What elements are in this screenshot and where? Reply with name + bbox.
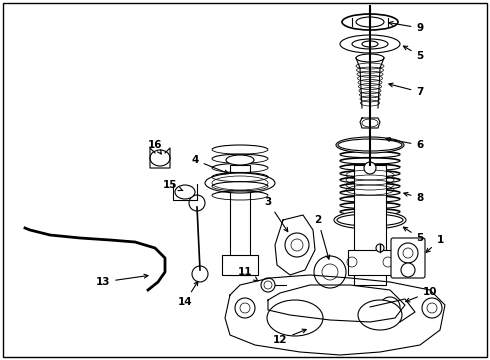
Text: 5: 5 xyxy=(403,46,424,61)
Bar xyxy=(354,165,386,285)
Ellipse shape xyxy=(356,17,384,27)
Ellipse shape xyxy=(150,150,170,166)
Circle shape xyxy=(192,266,208,282)
Ellipse shape xyxy=(340,35,400,53)
Text: 13: 13 xyxy=(96,274,148,287)
Ellipse shape xyxy=(356,54,384,62)
Text: 2: 2 xyxy=(315,215,330,259)
Ellipse shape xyxy=(205,173,275,193)
Ellipse shape xyxy=(267,300,323,336)
Circle shape xyxy=(261,278,275,292)
Circle shape xyxy=(189,195,205,211)
Text: 6: 6 xyxy=(386,138,424,150)
Circle shape xyxy=(401,263,415,277)
Text: 12: 12 xyxy=(273,329,306,345)
Ellipse shape xyxy=(336,137,404,153)
Ellipse shape xyxy=(334,211,406,229)
Circle shape xyxy=(314,256,346,288)
Text: 10: 10 xyxy=(406,287,437,302)
Ellipse shape xyxy=(364,162,376,174)
Bar xyxy=(230,165,250,275)
Bar xyxy=(222,255,258,275)
Ellipse shape xyxy=(226,155,254,165)
Circle shape xyxy=(285,233,309,257)
Text: 15: 15 xyxy=(163,180,183,190)
Circle shape xyxy=(398,243,418,263)
Bar xyxy=(348,250,392,275)
FancyBboxPatch shape xyxy=(391,238,425,278)
Ellipse shape xyxy=(175,185,195,199)
Text: 4: 4 xyxy=(191,155,228,174)
Circle shape xyxy=(235,298,255,318)
Ellipse shape xyxy=(358,300,402,330)
Ellipse shape xyxy=(342,14,398,30)
Text: 1: 1 xyxy=(426,235,443,252)
Text: 14: 14 xyxy=(178,282,198,307)
Text: 3: 3 xyxy=(265,197,288,231)
Circle shape xyxy=(422,298,442,318)
Text: 9: 9 xyxy=(389,21,423,33)
Text: 16: 16 xyxy=(148,140,162,154)
Text: 11: 11 xyxy=(238,267,258,281)
Circle shape xyxy=(376,244,384,252)
Text: 5: 5 xyxy=(403,227,424,243)
Text: 8: 8 xyxy=(404,192,424,203)
Text: 7: 7 xyxy=(389,83,424,97)
Circle shape xyxy=(380,297,400,317)
